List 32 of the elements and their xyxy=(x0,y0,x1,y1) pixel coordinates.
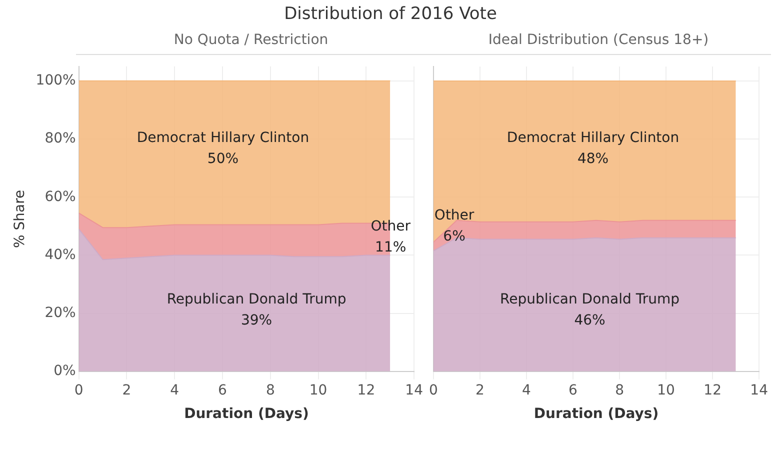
x-tick-label: 6 xyxy=(568,382,578,398)
y-tick-label: 60% xyxy=(44,188,76,205)
chart-subtitle: Ideal Distribution (Census 18+) xyxy=(488,32,709,48)
x-tick-label: 10 xyxy=(657,382,675,398)
chart-subtitle: No Quota / Restriction xyxy=(174,32,328,48)
annotation: Republican Donald Trump 46% xyxy=(500,292,680,329)
x-tick-label: 0 xyxy=(74,382,84,398)
x-tick-label: 12 xyxy=(357,382,376,398)
x-axis-title: Duration (Days) xyxy=(184,406,309,422)
x-tick-label: 2 xyxy=(476,382,484,398)
x-tick-label: 2 xyxy=(122,382,132,398)
x-tick-label: 14 xyxy=(405,382,424,398)
y-tick-label: 80% xyxy=(44,130,76,147)
x-tick-label: 10 xyxy=(309,382,328,398)
x-tick-label: 12 xyxy=(704,382,722,398)
annotation: Republican Donald Trump 39% xyxy=(166,292,346,329)
x-tick-label: 8 xyxy=(266,382,275,398)
y-tick-label: 100% xyxy=(36,72,76,89)
x-tick-label: 0 xyxy=(428,382,438,398)
x-tick-label: 14 xyxy=(750,382,768,398)
chart-title: Distribution of 2016 Vote xyxy=(284,4,497,24)
x-tick-label: 4 xyxy=(170,382,180,398)
annotation: Democrat Hillary Clinton 50% xyxy=(136,130,310,167)
x-axis-title: Duration (Days) xyxy=(534,406,659,422)
annotation: Other 11% xyxy=(370,218,411,256)
y-tick-label: 20% xyxy=(44,304,76,321)
y-tick-label: 40% xyxy=(44,246,76,263)
y-tick-label: 0% xyxy=(54,363,76,380)
x-tick-label: 4 xyxy=(522,382,532,398)
y-axis-title: % Share xyxy=(12,190,28,248)
x-tick-label: 6 xyxy=(218,382,228,398)
x-tick-label: 8 xyxy=(615,382,624,398)
